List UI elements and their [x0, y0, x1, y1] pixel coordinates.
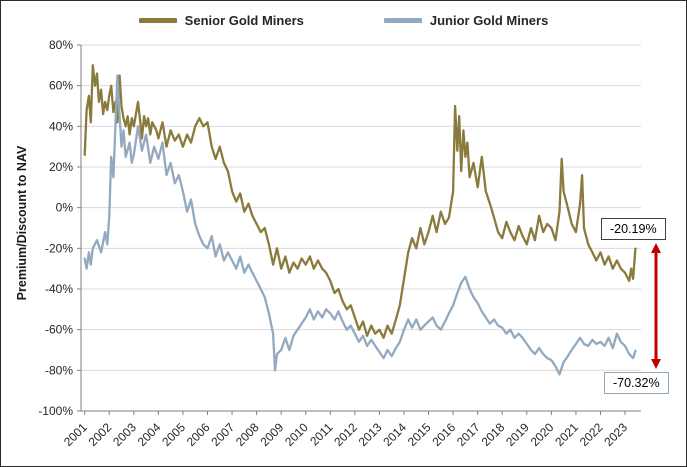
- spread-arrow-head-top: [651, 243, 661, 253]
- x-tick-label: 2003: [110, 420, 139, 449]
- spread-arrow-head-bottom: [651, 359, 661, 369]
- x-tick-label: 2019: [503, 420, 532, 449]
- x-tick-label: 2004: [135, 420, 164, 449]
- junior-line-swatch: [383, 18, 422, 23]
- y-tick-label: 40%: [49, 119, 73, 133]
- x-tick-label: 2023: [601, 420, 630, 449]
- x-tick-label: 2010: [282, 420, 311, 449]
- y-tick-label: -20%: [45, 241, 73, 255]
- x-tick-label: 2017: [454, 420, 483, 449]
- y-tick-label: 0%: [56, 201, 74, 215]
- x-tick-label: 2008: [233, 420, 262, 449]
- y-tick-label: 80%: [49, 38, 73, 52]
- legend-label-junior: Junior Gold Miners: [429, 13, 549, 28]
- x-tick-label: 2001: [61, 420, 90, 449]
- y-axis-title: Premium/Discount to NAV: [15, 145, 29, 301]
- y-tick-label: 20%: [49, 160, 73, 174]
- x-tick-label: 2013: [356, 420, 385, 449]
- series-line-senior: [83, 64, 637, 339]
- x-tick-label: 2012: [331, 420, 360, 449]
- x-tick-label: 2016: [429, 420, 458, 449]
- x-tick-label: 2009: [258, 420, 287, 449]
- y-tick-label: -100%: [38, 404, 73, 418]
- x-tick-label: 2011: [307, 420, 335, 448]
- x-tick-label: 2006: [184, 420, 213, 449]
- x-tick-label: 2015: [405, 420, 434, 449]
- legend-label-senior: Senior Gold Miners: [184, 13, 304, 28]
- legend-item-senior: Senior Gold Miners: [138, 13, 304, 28]
- x-tick-label: 2021: [552, 420, 581, 449]
- legend-item-junior: Junior Gold Miners: [383, 13, 549, 28]
- y-tick-label: -80%: [45, 363, 73, 377]
- annotation-junior-value: -70.32%: [604, 372, 669, 394]
- legend: Senior Gold Miners Junior Gold Miners: [1, 13, 686, 28]
- x-tick-label: 2018: [479, 420, 508, 449]
- x-tick-label: 2020: [528, 420, 557, 449]
- y-tick-label: 60%: [49, 79, 73, 93]
- annotation-senior-value: -20.19%: [601, 218, 666, 240]
- y-tick-label: -60%: [45, 323, 73, 337]
- x-tick-label: 2002: [86, 420, 115, 449]
- x-tick-label: 2007: [208, 420, 237, 449]
- x-tick-label: 2005: [159, 420, 188, 449]
- series-line-junior: [83, 74, 637, 376]
- x-tick-label: 2014: [380, 420, 409, 449]
- x-tick-label: 2022: [577, 420, 606, 449]
- senior-line-swatch: [138, 18, 177, 23]
- y-tick-label: -40%: [45, 282, 73, 296]
